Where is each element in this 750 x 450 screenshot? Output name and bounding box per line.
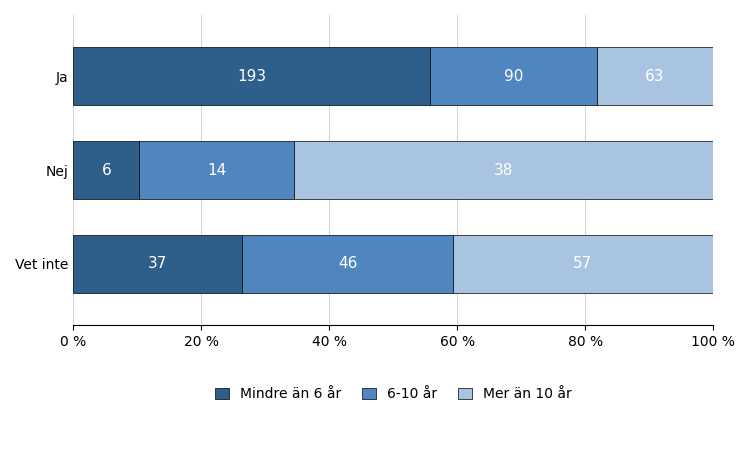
Text: 193: 193 (237, 68, 266, 84)
Text: 57: 57 (573, 256, 592, 271)
Bar (74, 141, 140, 199)
Legend: Mindre än 6 år, 6-10 år, Mer än 10 år: Mindre än 6 år, 6-10 år, Mer än 10 år (209, 382, 577, 407)
Bar (596, 47, 713, 105)
Bar (294, 141, 713, 199)
Text: 90: 90 (504, 68, 523, 84)
Bar (430, 47, 596, 105)
Bar (242, 235, 452, 293)
Bar (74, 235, 242, 293)
Bar (74, 47, 430, 105)
Text: 38: 38 (494, 162, 513, 177)
Text: 14: 14 (207, 162, 226, 177)
Text: 46: 46 (338, 256, 357, 271)
Bar (140, 141, 294, 199)
Text: 63: 63 (645, 68, 664, 84)
Bar (452, 235, 713, 293)
Text: 6: 6 (101, 162, 111, 177)
Text: 37: 37 (148, 256, 167, 271)
